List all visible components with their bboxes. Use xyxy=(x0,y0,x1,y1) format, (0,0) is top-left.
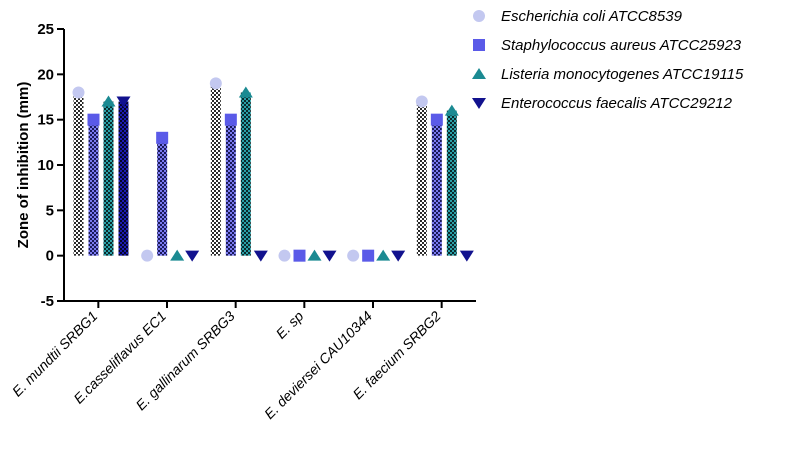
y-tick-label: 15 xyxy=(37,112,54,129)
bar xyxy=(240,92,251,256)
data-point xyxy=(347,249,360,262)
bar xyxy=(73,92,84,256)
data-point xyxy=(415,95,428,108)
data-point xyxy=(253,250,268,262)
legend-label: Enterococcus faecalis ATCC29212 xyxy=(501,95,733,112)
x-tick-label: E. sp xyxy=(273,308,307,342)
data-point xyxy=(444,104,459,116)
y-axis-title: Zone of inhibition (mm) xyxy=(15,82,32,249)
data-point xyxy=(322,250,337,262)
bar xyxy=(157,137,168,256)
data-point xyxy=(293,249,306,262)
y-tick-label: 0 xyxy=(46,248,54,265)
legend-marker xyxy=(472,68,486,79)
legend-marker xyxy=(472,98,486,109)
bar xyxy=(416,101,427,256)
data-point xyxy=(156,131,169,144)
bar xyxy=(431,119,442,256)
legend-label: Escherichia coli ATCC8539 xyxy=(501,8,683,25)
data-point xyxy=(72,86,85,99)
legend-label: Staphylococcus aureus ATCC25923 xyxy=(501,37,742,54)
bars-layer xyxy=(73,83,457,256)
legend: Escherichia coli ATCC8539 Staphylococcus … xyxy=(472,8,744,112)
data-point xyxy=(376,249,391,261)
y-tick-label: 20 xyxy=(37,66,54,83)
bar xyxy=(118,101,129,256)
legend-marker xyxy=(473,39,485,51)
data-point xyxy=(87,113,100,126)
data-point xyxy=(278,249,291,262)
y-tick-label: 10 xyxy=(37,157,54,174)
data-point xyxy=(185,250,200,262)
data-point xyxy=(362,249,375,262)
y-axis: -5 0 5 10 15 20 25 xyxy=(37,21,65,310)
data-point xyxy=(307,249,322,261)
y-ticks: -5 0 5 10 15 20 25 xyxy=(37,21,64,310)
bar xyxy=(210,83,221,256)
y-tick-label: 25 xyxy=(37,21,54,38)
markers-layer xyxy=(72,77,474,262)
data-point xyxy=(391,250,406,262)
data-point xyxy=(116,96,131,108)
data-point xyxy=(224,113,237,126)
y-tick-label: 5 xyxy=(46,202,54,219)
data-point xyxy=(238,86,253,98)
bar xyxy=(88,119,99,256)
legend-marker xyxy=(473,10,485,22)
legend-label: Listeria monocytogenes ATCC19115 xyxy=(501,66,744,83)
data-point xyxy=(430,113,443,126)
bar xyxy=(103,101,114,256)
data-point xyxy=(170,249,185,261)
bar xyxy=(225,119,236,256)
data-point xyxy=(209,77,222,90)
data-point xyxy=(101,95,116,107)
data-point xyxy=(459,250,474,262)
bar xyxy=(446,110,457,256)
y-tick-label: -5 xyxy=(41,293,54,310)
data-point xyxy=(141,249,154,262)
